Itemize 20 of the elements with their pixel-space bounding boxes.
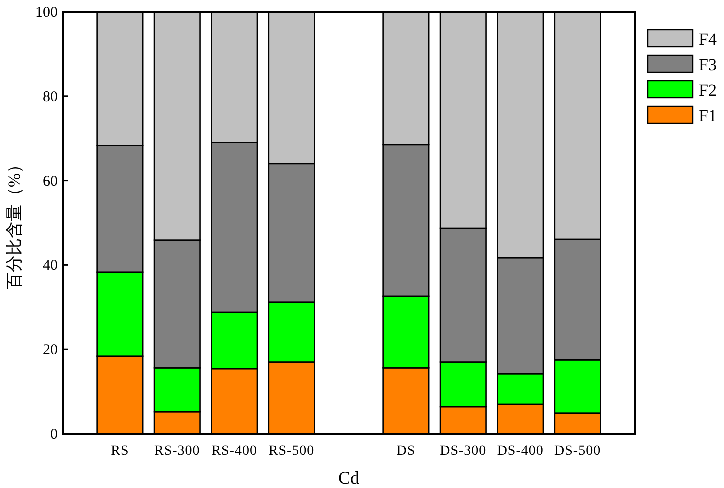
y-tick-label: 0 xyxy=(50,427,58,443)
x-tick-label: RS-300 xyxy=(154,444,200,459)
y-tick-label: 40 xyxy=(43,258,58,274)
x-tick-label: RS xyxy=(111,444,130,459)
legend-label: F2 xyxy=(699,81,717,100)
x-tick-label: DS-400 xyxy=(497,444,544,459)
x-axis-title: Cd xyxy=(338,468,360,488)
x-tick-label: DS-300 xyxy=(440,444,487,459)
y-tick-label: 60 xyxy=(43,174,58,190)
legend-label: F1 xyxy=(699,106,717,126)
y-axis-title: 百分比含量（%） xyxy=(5,156,24,290)
legend-label: F3 xyxy=(699,56,717,74)
legend-label: F4 xyxy=(699,30,718,49)
x-tick-label: DS-500 xyxy=(554,444,602,459)
y-tick-label: 100 xyxy=(36,5,58,21)
x-tick-label: RS-400 xyxy=(212,444,258,459)
y-tick-label: 80 xyxy=(43,89,58,106)
x-tick-label: RS-500 xyxy=(268,444,315,459)
x-tick-label: DS xyxy=(396,444,416,459)
y-tick-label: 20 xyxy=(43,342,58,359)
